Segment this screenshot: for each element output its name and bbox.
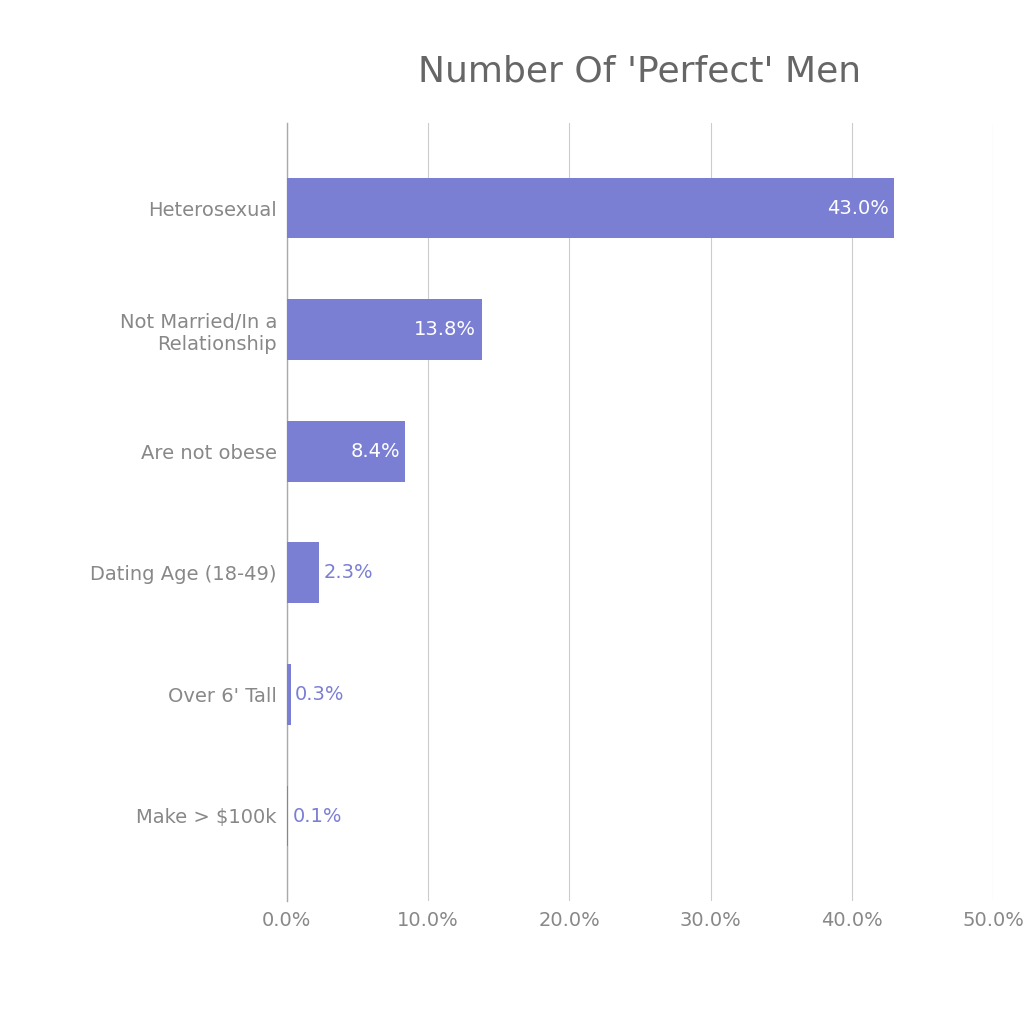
Bar [287, 177, 894, 239]
Text: 0.1%: 0.1% [293, 807, 342, 825]
Bar [287, 664, 291, 725]
Bar [287, 299, 481, 360]
Text: 0.3%: 0.3% [295, 685, 345, 703]
Bar [287, 421, 406, 481]
Bar [287, 785, 288, 847]
Text: 13.8%: 13.8% [414, 321, 476, 339]
Text: 8.4%: 8.4% [350, 441, 399, 461]
Bar [287, 543, 319, 603]
Text: 43.0%: 43.0% [826, 199, 889, 217]
Title: Number Of 'Perfect' Men: Number Of 'Perfect' Men [419, 54, 861, 88]
Text: 2.3%: 2.3% [324, 563, 373, 583]
